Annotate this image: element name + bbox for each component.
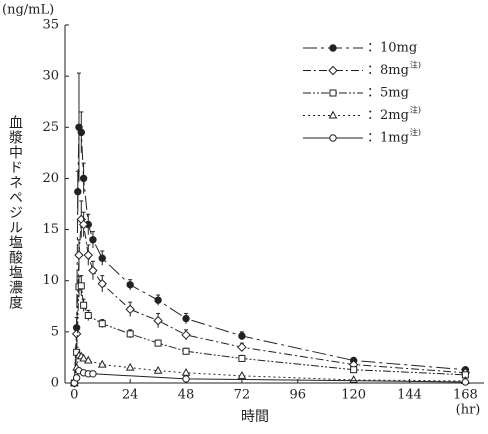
marker <box>238 332 246 340</box>
marker <box>153 365 163 374</box>
x-axis-label: 時間 <box>241 409 269 425</box>
marker <box>126 330 134 338</box>
marker <box>83 355 93 364</box>
x-unit: (hr) <box>456 403 481 418</box>
legend-label: ：1mg <box>367 131 409 146</box>
x-tick-label: 144 <box>397 388 422 403</box>
marker <box>79 174 88 183</box>
x-tick-label: 0 <box>70 388 78 403</box>
marker <box>182 314 190 323</box>
marker <box>154 339 162 347</box>
y-axis-label: 血漿中ドネペジル塩酸塩濃度 <box>7 115 23 310</box>
marker <box>329 44 337 52</box>
marker <box>97 359 107 368</box>
marker <box>237 342 247 352</box>
marker <box>88 265 98 276</box>
x-tick-label: 168 <box>453 388 478 403</box>
marker <box>126 281 134 289</box>
marker <box>238 354 246 362</box>
marker <box>77 128 85 137</box>
marker <box>89 236 97 244</box>
legend-label: ：2mg <box>367 108 409 123</box>
y-tick-label: 0 <box>51 376 59 391</box>
marker <box>80 301 88 309</box>
marker <box>83 250 93 260</box>
x-tick-label: 120 <box>341 388 366 403</box>
marker <box>78 219 89 230</box>
y-unit: (ng/mL) <box>2 3 54 18</box>
marker <box>182 375 190 383</box>
marker <box>350 366 358 374</box>
marker <box>154 296 162 304</box>
marker <box>98 320 106 328</box>
marker <box>181 330 191 340</box>
marker <box>97 279 107 289</box>
marker <box>328 65 338 76</box>
y-tick-label: 25 <box>42 120 59 135</box>
marker <box>328 110 338 119</box>
x-tick-label: 48 <box>178 388 195 403</box>
legend-note: 注) <box>410 60 421 70</box>
marker <box>329 89 337 97</box>
marker <box>74 250 84 260</box>
x-tick-label: 72 <box>234 388 251 403</box>
marker <box>461 378 470 386</box>
marker <box>77 282 85 290</box>
series-line <box>73 127 466 384</box>
legend-label: ：8mg <box>367 63 409 78</box>
marker <box>237 371 247 379</box>
legend-note: 注) <box>410 127 421 137</box>
marker <box>74 188 82 196</box>
marker <box>125 362 135 371</box>
marker <box>89 370 97 378</box>
y-tick-label: 20 <box>42 171 59 186</box>
marker <box>182 347 190 355</box>
legend-label: ：5mg <box>367 86 409 101</box>
marker <box>71 329 82 339</box>
x-tick-label: 24 <box>122 388 139 403</box>
y-tick-label: 5 <box>51 324 59 339</box>
y-tick-label: 15 <box>42 222 59 237</box>
legend-note: 注) <box>410 105 421 115</box>
marker <box>72 374 81 382</box>
marker <box>84 311 92 319</box>
y-tick-label: 35 <box>42 18 59 33</box>
marker <box>125 304 135 315</box>
marker <box>329 134 337 142</box>
y-tick-label: 30 <box>42 69 59 84</box>
marker <box>98 254 106 262</box>
marker <box>79 353 88 362</box>
marker <box>349 375 358 383</box>
marker <box>153 315 163 326</box>
series-line <box>73 219 466 384</box>
x-tick-label: 96 <box>290 388 307 403</box>
legend-label: ：10mg <box>367 41 417 56</box>
y-tick-label: 10 <box>42 273 59 288</box>
